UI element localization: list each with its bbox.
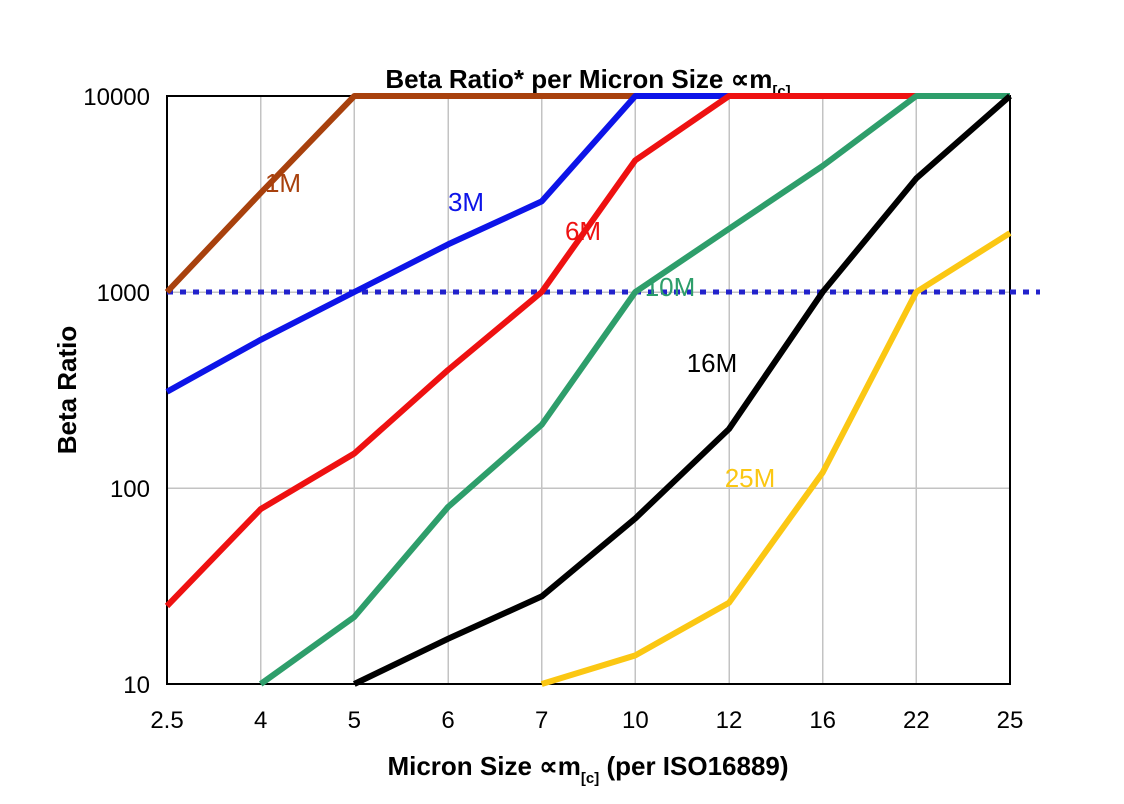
y-tick-label: 10000: [83, 84, 150, 111]
x-tick-label: 5: [348, 707, 361, 734]
x-axis-title-tail: (per ISO16889): [599, 751, 788, 781]
x-tick-label: 7: [535, 707, 548, 734]
series-label-3m: 3M: [448, 187, 484, 217]
x-axis-title: Micron Size ∝m[c] (per ISO16889): [387, 751, 788, 787]
x-tick-label: 16: [809, 707, 836, 734]
y-tick-label: 1000: [97, 280, 150, 307]
y-axis-title: Beta Ratio: [52, 326, 82, 455]
y-axis-tick-labels: 10 100 1000 10000: [83, 84, 150, 699]
x-tick-label: 22: [903, 707, 930, 734]
x-tick-label: 6: [441, 707, 454, 734]
x-tick-label: 25: [997, 707, 1024, 734]
series-label-1m: 1M: [265, 168, 301, 198]
x-tick-label: 4: [254, 707, 267, 734]
series-label-25m: 25M: [725, 463, 776, 493]
y-tick-label: 100: [110, 476, 150, 503]
x-tick-label: 10: [622, 707, 649, 734]
x-axis-title-main: Micron Size: [387, 751, 539, 781]
x-tick-label: 2.5: [150, 707, 183, 734]
chart-title-main: Beta Ratio* per Micron Size: [385, 64, 730, 94]
series-label-10m: 10M: [645, 272, 696, 302]
x-axis-title-symbol: ∝m: [539, 751, 581, 781]
series-line-25m: [540, 230, 1012, 687]
series-line-6m: [164, 93, 1010, 609]
series-layer: [164, 93, 1012, 687]
series-label-16m: 16M: [687, 348, 738, 378]
chart-title-symbol: ∝m: [731, 64, 773, 94]
y-tick-label: 10: [123, 672, 150, 699]
x-axis-tick-labels: 2.5 4 5 6 7 10 12 16 22 25: [150, 707, 1023, 734]
series-inline-labels: 1M 3M 6M 10M 16M 25M: [265, 168, 775, 493]
series-line-10m: [258, 93, 1010, 687]
x-axis-title-subscript: [c]: [581, 770, 599, 787]
series-line-16m: [352, 93, 1012, 687]
x-tick-label: 12: [716, 707, 743, 734]
series-label-6m: 6M: [565, 216, 601, 246]
